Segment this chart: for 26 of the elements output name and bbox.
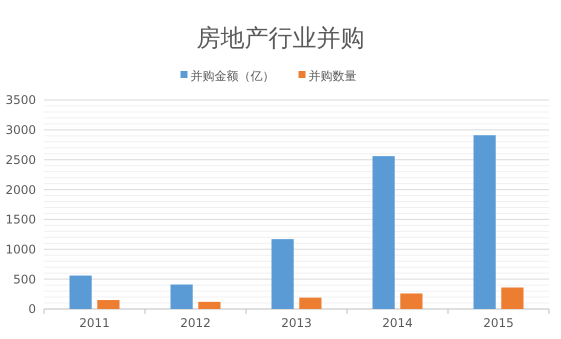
bar (474, 135, 496, 309)
x-tick-label: 2015 (483, 316, 514, 330)
legend-label: 并购金额（亿） (190, 69, 274, 84)
bar (70, 276, 92, 309)
bar (198, 302, 220, 309)
bar (400, 293, 422, 309)
chart-title: 房地产行业并购 (196, 24, 364, 52)
y-tick-label: 3000 (5, 123, 36, 138)
bar (372, 156, 395, 309)
bar (272, 239, 294, 309)
y-tick-label: 2000 (5, 182, 36, 197)
y-tick-label: 0 (28, 302, 36, 316)
bar (97, 300, 120, 309)
x-tick-label: 2011 (79, 316, 110, 330)
y-tick-label: 3500 (5, 93, 36, 108)
legend-label: 并购数量 (308, 69, 356, 84)
x-tick-label: 2013 (281, 316, 312, 330)
y-tick-label: 1500 (5, 212, 36, 227)
bar (170, 284, 193, 309)
x-tick-label: 2014 (382, 316, 413, 330)
x-tick-label: 2012 (180, 316, 211, 330)
y-tick-label: 2500 (5, 152, 36, 167)
bar (299, 298, 322, 309)
bar (501, 288, 524, 309)
y-tick-label: 500 (13, 272, 36, 286)
y-tick-label: 1000 (5, 242, 36, 256)
